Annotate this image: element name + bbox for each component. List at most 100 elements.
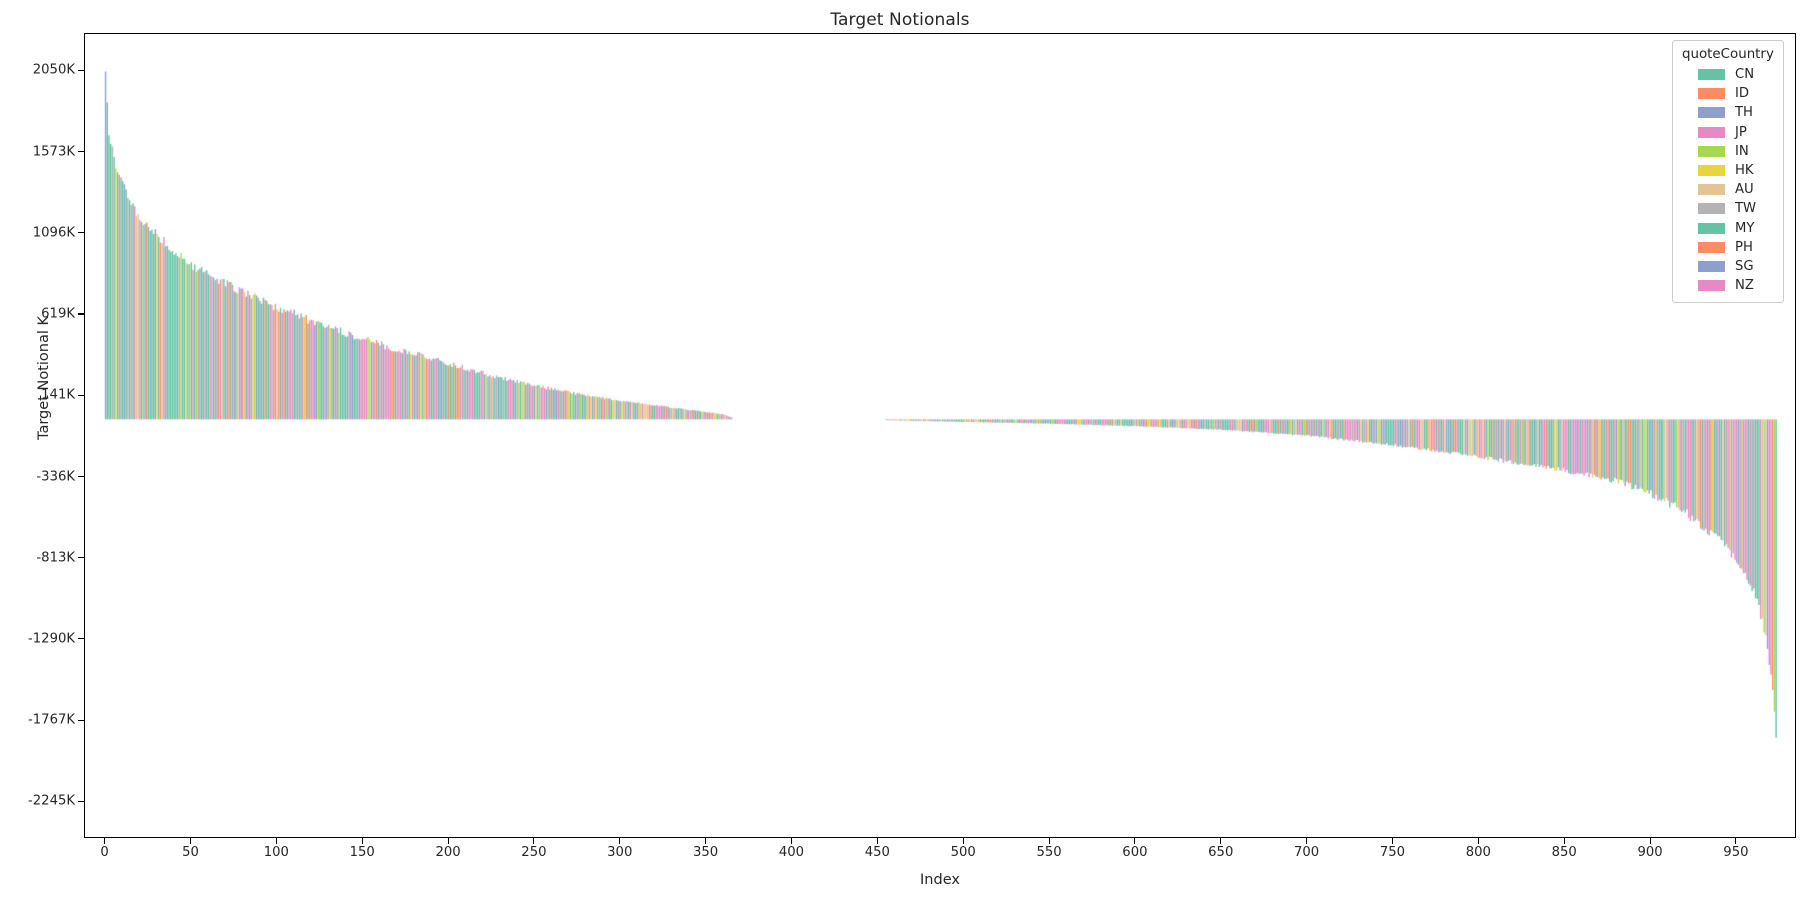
x-tick-mark — [1048, 838, 1050, 844]
x-tick-label: 900 — [1637, 845, 1663, 860]
legend-item-label: PH — [1735, 239, 1753, 255]
legend-item-id[interactable]: ID — [1682, 84, 1774, 103]
legend-item-tw[interactable]: TW — [1682, 199, 1774, 218]
legend-swatch-icon — [1698, 222, 1725, 234]
x-tick-mark — [1220, 838, 1222, 844]
x-tick-mark — [1477, 838, 1479, 844]
x-tick-mark — [619, 838, 621, 844]
x-tick-label: 300 — [607, 845, 633, 860]
legend-item-label: NZ — [1735, 278, 1754, 294]
y-tick-mark — [78, 476, 84, 478]
legend-item-label: SG — [1735, 258, 1754, 274]
legend-items: CN ID TH JP IN HK AU TW MY PH SG NZ — [1682, 65, 1774, 295]
bar-series-canvas — [85, 34, 1795, 837]
legend-item-th[interactable]: TH — [1682, 103, 1774, 122]
x-tick-mark — [1306, 838, 1308, 844]
x-tick-mark — [1134, 838, 1136, 844]
y-tick-label: 141K — [41, 387, 75, 403]
x-tick-label: 0 — [100, 845, 109, 860]
x-tick-label: 800 — [1465, 845, 1491, 860]
x-tick-label: 50 — [182, 845, 199, 860]
legend-item-label: TH — [1735, 105, 1753, 121]
y-tick-label: 1573K — [32, 144, 75, 160]
legend-swatch-icon — [1698, 69, 1725, 81]
legend-swatch-icon — [1698, 126, 1725, 138]
y-axis-label: Target Notional K — [36, 316, 52, 440]
x-tick-label: 450 — [864, 845, 890, 860]
y-tick-label: -1290K — [28, 631, 75, 647]
y-tick-mark — [78, 313, 84, 315]
legend-item-my[interactable]: MY — [1682, 219, 1774, 238]
x-tick-mark — [104, 838, 106, 844]
x-tick-mark — [962, 838, 964, 844]
x-tick-mark — [533, 838, 535, 844]
x-tick-label: 100 — [263, 845, 289, 860]
legend-swatch-icon — [1698, 165, 1725, 177]
legend-item-ph[interactable]: PH — [1682, 238, 1774, 257]
x-tick-mark — [447, 838, 449, 844]
legend-item-jp[interactable]: JP — [1682, 123, 1774, 142]
plot-area — [84, 33, 1796, 838]
x-tick-mark — [361, 838, 363, 844]
legend-item-in[interactable]: IN — [1682, 142, 1774, 161]
x-tick-mark — [1391, 838, 1394, 844]
x-tick-label: 850 — [1551, 845, 1577, 860]
legend-swatch-icon — [1698, 88, 1725, 100]
legend-item-nz[interactable]: NZ — [1682, 276, 1774, 295]
legend-swatch-icon — [1698, 184, 1725, 196]
x-tick-mark — [189, 838, 192, 844]
y-tick-mark — [78, 232, 84, 234]
x-tick-label: 750 — [1379, 845, 1406, 860]
legend-item-hk[interactable]: HK — [1682, 161, 1774, 180]
legend-item-label: IN — [1735, 143, 1749, 159]
y-tick-label: 2050K — [32, 62, 75, 78]
y-tick-mark — [78, 394, 84, 396]
y-tick-mark — [78, 800, 84, 802]
x-tick-label: 650 — [1208, 845, 1234, 860]
x-tick-label: 500 — [950, 845, 976, 860]
chart-title: Target Notionals — [830, 10, 970, 30]
y-tick-label: -2245K — [28, 793, 75, 809]
x-tick-label: 950 — [1723, 845, 1749, 860]
y-tick-mark — [78, 638, 84, 640]
x-tick-label: 600 — [1122, 845, 1148, 860]
legend-swatch-icon — [1698, 107, 1725, 119]
legend-swatch-icon — [1698, 145, 1725, 157]
legend-item-label: AU — [1735, 182, 1754, 198]
legend-item-label: HK — [1735, 163, 1754, 179]
y-tick-label: 1096K — [32, 225, 75, 241]
x-tick-label: 150 — [349, 845, 375, 860]
x-tick-label: 200 — [435, 845, 461, 860]
legend-item-cn[interactable]: CN — [1682, 65, 1774, 84]
y-tick-label: -336K — [36, 469, 75, 485]
legend-item-sg[interactable]: SG — [1682, 257, 1774, 276]
y-tick-mark — [78, 719, 84, 721]
legend-title: quoteCountry — [1682, 47, 1774, 62]
x-tick-mark — [705, 838, 707, 844]
y-tick-label: 619K — [41, 306, 75, 322]
legend-item-au[interactable]: AU — [1682, 180, 1774, 199]
x-tick-mark — [1563, 838, 1565, 844]
legend-item-label: MY — [1735, 220, 1755, 236]
x-tick-mark — [275, 838, 277, 844]
legend-item-label: JP — [1735, 124, 1747, 140]
x-tick-mark — [876, 838, 878, 844]
y-tick-label: -813K — [36, 550, 75, 566]
legend-swatch-icon — [1698, 203, 1725, 215]
x-tick-label: 550 — [1036, 845, 1062, 860]
x-tick-mark — [1735, 838, 1737, 844]
y-tick-mark — [78, 69, 84, 72]
legend-item-label: ID — [1735, 86, 1750, 102]
legend-item-label: CN — [1735, 67, 1755, 83]
y-tick-mark — [78, 557, 84, 559]
legend-item-label: TW — [1735, 201, 1757, 217]
legend[interactable]: quoteCountry CN ID TH JP IN HK AU TW MY PH SG NZ — [1672, 40, 1784, 304]
x-tick-mark — [1649, 838, 1651, 844]
x-tick-label: 250 — [521, 845, 547, 860]
x-tick-label: 350 — [693, 845, 719, 860]
legend-swatch-icon — [1698, 260, 1725, 272]
legend-swatch-icon — [1698, 241, 1725, 253]
x-axis-label: Index — [920, 872, 960, 888]
y-tick-label: -1767K — [28, 712, 75, 728]
